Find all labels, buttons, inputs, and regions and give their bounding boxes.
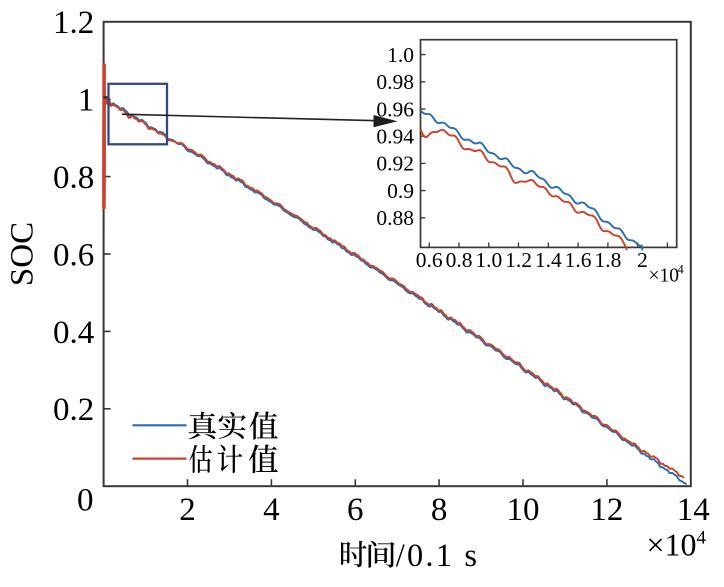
svg-text:1.2: 1.2 [505,248,532,272]
svg-text:1: 1 [78,83,95,119]
svg-text:0.8: 0.8 [446,248,473,272]
svg-text:/0.1 s: /0.1 s [396,538,479,574]
svg-text:1.8: 1.8 [594,248,621,272]
svg-text:0.6: 0.6 [416,248,443,272]
svg-text:×10: ×10 [649,266,680,287]
svg-text:0: 0 [77,483,94,519]
svg-text:0.88: 0.88 [376,206,414,230]
svg-text:SOC: SOC [5,222,41,286]
svg-text:4: 4 [263,492,280,528]
svg-text:1.4: 1.4 [535,248,562,272]
svg-text:0.4: 0.4 [53,315,94,351]
svg-text:6: 6 [347,492,364,528]
svg-text:10: 10 [507,492,540,528]
svg-text:0.92: 0.92 [376,152,414,176]
svg-text:4: 4 [678,263,685,277]
svg-text:2: 2 [637,248,648,272]
svg-text:0.6: 0.6 [53,237,94,273]
svg-text:2: 2 [179,492,196,528]
svg-text:1.0: 1.0 [475,248,502,272]
svg-text:0.98: 0.98 [376,70,414,94]
svg-text:4: 4 [697,528,707,549]
svg-text:0.8: 0.8 [53,160,94,196]
svg-text:14: 14 [677,492,710,528]
svg-text:1.2: 1.2 [53,5,94,41]
svg-text:0.96: 0.96 [376,97,414,121]
svg-text:8: 8 [431,492,448,528]
svg-text:1.6: 1.6 [565,248,592,272]
svg-text:×10: ×10 [647,526,697,562]
svg-text:0.2: 0.2 [53,392,94,428]
svg-text:12: 12 [590,492,623,528]
svg-text:0.94: 0.94 [376,125,414,149]
svg-text:0.9: 0.9 [387,179,414,203]
svg-text:1.0: 1.0 [387,43,414,67]
